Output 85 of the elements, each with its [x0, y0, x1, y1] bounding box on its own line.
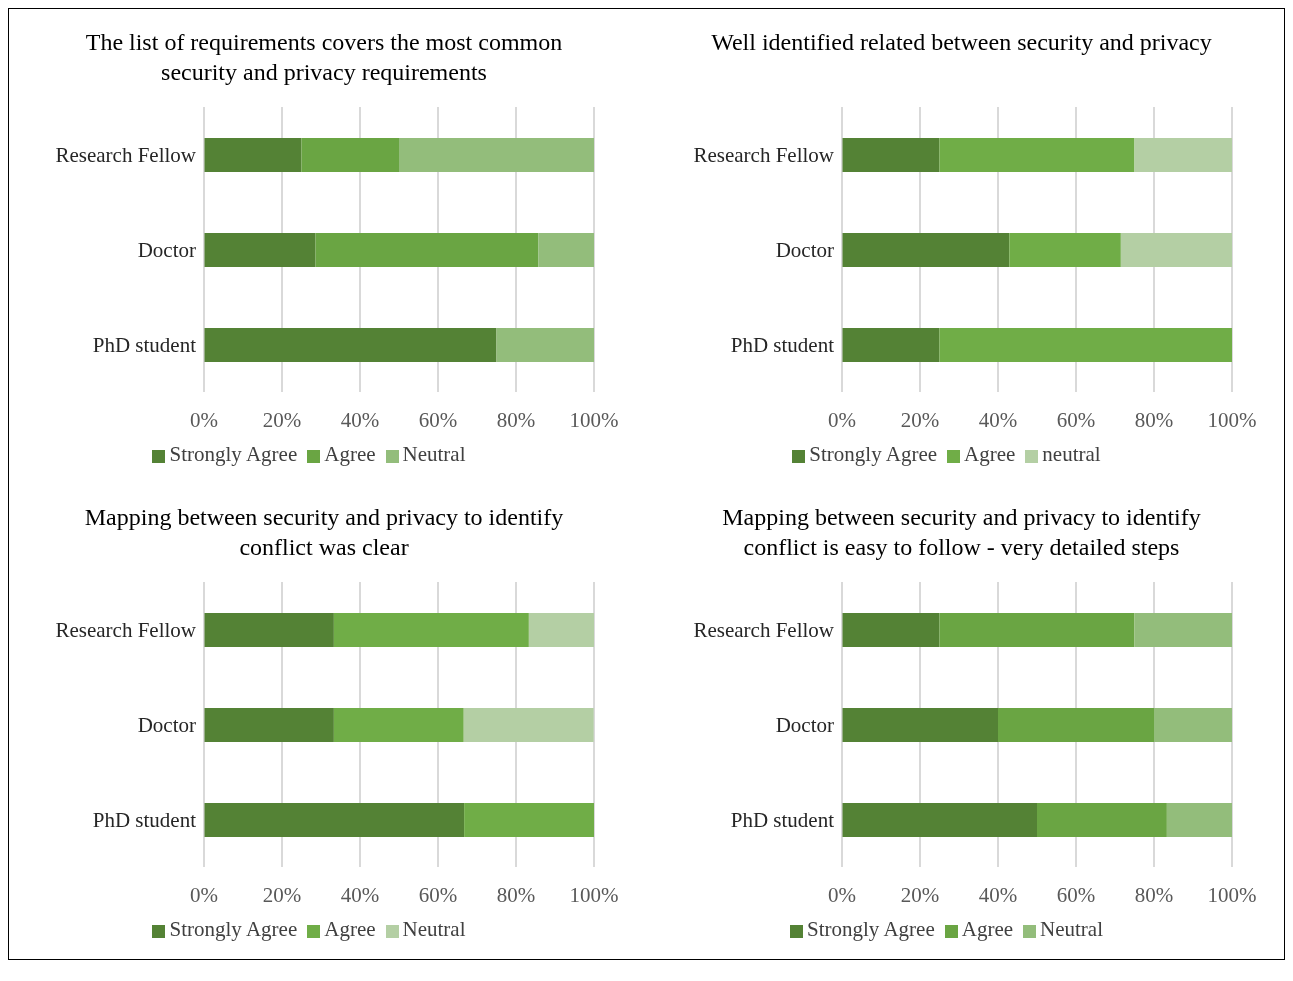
legend-label: Strongly Agree [169, 917, 298, 941]
y-tick-label: Doctor [775, 712, 834, 737]
y-tick-label: Doctor [775, 237, 834, 262]
bar [333, 613, 529, 647]
x-tick-label: 0% [190, 882, 218, 907]
x-tick-label: 100% [569, 407, 619, 432]
x-tick-label: 40% [340, 407, 380, 432]
bar [841, 803, 1037, 837]
y-tick-label: PhD student [92, 807, 197, 832]
bar [204, 613, 334, 647]
legend-label: Neutral [1040, 917, 1104, 941]
y-tick-label: Research Fellow [55, 142, 197, 167]
bar [841, 233, 1009, 267]
legend-label: Strongly Agree [806, 917, 935, 941]
x-tick-label: 20% [262, 882, 302, 907]
bar [939, 613, 1134, 647]
x-tick-label: 80% [1134, 407, 1173, 432]
y-tick-label: PhD student [730, 332, 834, 357]
y-tick-label: Research Fellow [692, 617, 835, 642]
bar [1120, 233, 1232, 267]
bar [997, 708, 1154, 742]
legend-label: Agree [964, 442, 1016, 466]
bar [301, 138, 399, 172]
chart-title: Mapping between security and privacy to identify conflict is easy to follow - very detailed steps [721, 503, 1202, 562]
bar [841, 328, 939, 362]
bar [204, 803, 465, 837]
bar [204, 138, 302, 172]
x-tick-label: 80% [1134, 882, 1173, 907]
bar [333, 708, 464, 742]
legend-label: Neutral [402, 442, 466, 466]
x-tick-label: 0% [827, 882, 856, 907]
bar [841, 708, 998, 742]
bar [204, 233, 316, 267]
x-tick-label: 40% [978, 882, 1017, 907]
x-tick-label: 60% [418, 882, 458, 907]
legend-label: neutral [1042, 442, 1101, 466]
bar [1008, 233, 1121, 267]
bar [1166, 803, 1232, 837]
x-tick-label: 0% [827, 407, 856, 432]
x-tick-label: 20% [262, 407, 302, 432]
legend-label: Agree [961, 917, 1014, 941]
chart-title: Mapping between security and privacy to identify conflict was clear [83, 503, 565, 562]
y-tick-label: Research Fellow [55, 617, 197, 642]
x-tick-label: 40% [340, 882, 380, 907]
bar [315, 233, 539, 267]
y-tick-label: PhD student [92, 332, 197, 357]
x-tick-label: 60% [418, 407, 458, 432]
x-tick-label: 60% [1056, 407, 1095, 432]
y-tick-label: Research Fellow [692, 142, 835, 167]
bar [538, 233, 594, 267]
x-tick-label: 40% [978, 407, 1017, 432]
bar [841, 138, 939, 172]
bar [841, 613, 939, 647]
bar [463, 708, 594, 742]
x-tick-label: 100% [1207, 407, 1256, 432]
legend-label: Agree [324, 442, 376, 466]
y-tick-label: PhD student [730, 807, 834, 832]
y-tick-label: Doctor [137, 712, 196, 737]
bar [204, 708, 334, 742]
legend-label: Agree [324, 917, 376, 941]
x-tick-label: 0% [190, 407, 218, 432]
bar [1134, 613, 1232, 647]
chart-title: The list of requirements covers the most common security and privacy requirements [84, 28, 564, 87]
bar [939, 138, 1134, 172]
bar [1134, 138, 1232, 172]
bar [399, 138, 594, 172]
x-tick-label: 100% [569, 882, 619, 907]
bar [204, 328, 497, 362]
x-tick-label: 100% [1207, 882, 1256, 907]
x-tick-label: 80% [496, 407, 536, 432]
chart-title: Well identified related between security and privacy [710, 28, 1213, 57]
bar [528, 613, 594, 647]
y-tick-label: Doctor [137, 237, 196, 262]
bar [939, 328, 1232, 362]
bar [1036, 803, 1167, 837]
bar [496, 328, 594, 362]
bar [1153, 708, 1232, 742]
x-tick-label: 60% [1056, 882, 1095, 907]
x-tick-label: 20% [900, 407, 939, 432]
x-tick-label: 20% [900, 882, 939, 907]
bar [464, 803, 594, 837]
legend-label: Strongly Agree [809, 442, 938, 466]
legend-label: Strongly Agree [169, 442, 298, 466]
x-tick-label: 80% [496, 882, 536, 907]
legend-label: Neutral [402, 917, 466, 941]
